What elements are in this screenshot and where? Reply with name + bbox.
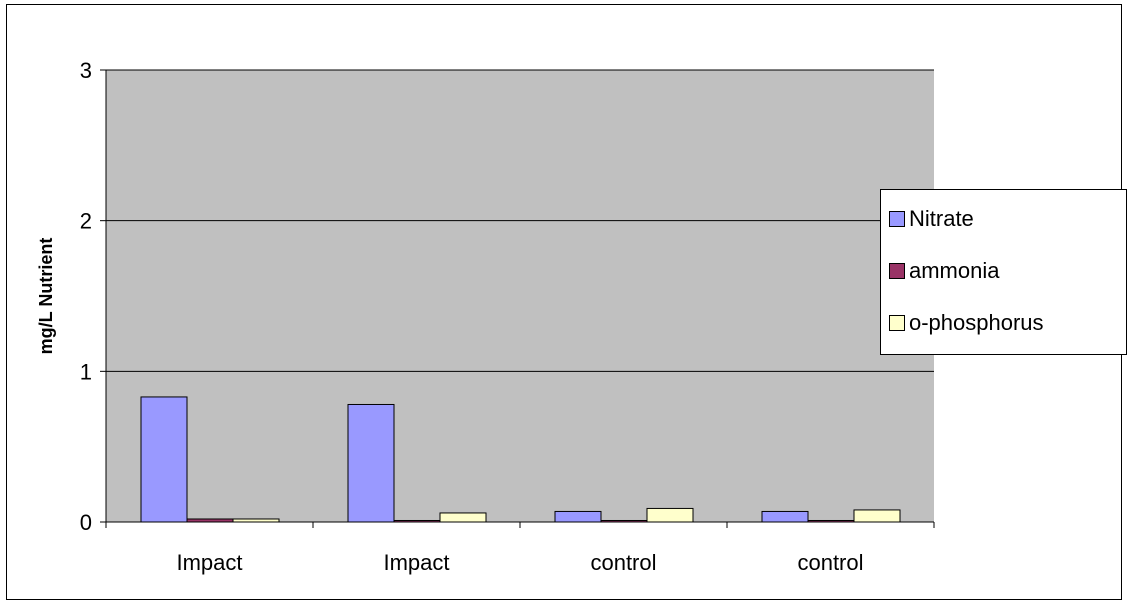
legend-swatch-nitrate <box>889 211 905 227</box>
gridlines <box>106 69 934 372</box>
plot-area <box>106 70 934 522</box>
y-tick-label: 0 <box>80 510 92 535</box>
bars <box>140 396 901 523</box>
bar <box>761 510 809 523</box>
bar <box>347 403 395 523</box>
legend-swatch-o-phosphorus <box>889 315 905 331</box>
y-tick-label: 1 <box>80 359 92 384</box>
y-tick-labels: 0 1 2 3 <box>80 58 92 535</box>
legend-item-o-phosphorus: o-phosphorus <box>889 308 1044 338</box>
bar <box>646 507 694 523</box>
x-tick-label: control <box>590 550 656 575</box>
y-tick-label: 3 <box>80 58 92 83</box>
x-tick-label: control <box>797 550 863 575</box>
y-tick-label: 2 <box>80 209 92 234</box>
bar <box>853 509 901 523</box>
bar <box>140 396 188 523</box>
y-axis-label: mg/L Nutrient <box>36 238 56 355</box>
legend-item-ammonia: ammonia <box>889 256 999 286</box>
legend-swatch-ammonia <box>889 263 905 279</box>
x-tick-labels: Impact Impact control control <box>176 550 863 575</box>
legend-label-o-phosphorus: o-phosphorus <box>909 310 1044 335</box>
legend-label-nitrate: Nitrate <box>909 206 974 231</box>
bar <box>439 512 487 523</box>
x-tick-label: Impact <box>176 550 242 575</box>
legend: Nitrate ammonia o-phosphorus <box>880 189 1127 355</box>
legend-label-ammonia: ammonia <box>909 258 1000 283</box>
axes <box>100 69 935 528</box>
bar <box>554 510 602 523</box>
legend-item-nitrate: Nitrate <box>889 204 974 234</box>
x-tick-label: Impact <box>383 550 449 575</box>
